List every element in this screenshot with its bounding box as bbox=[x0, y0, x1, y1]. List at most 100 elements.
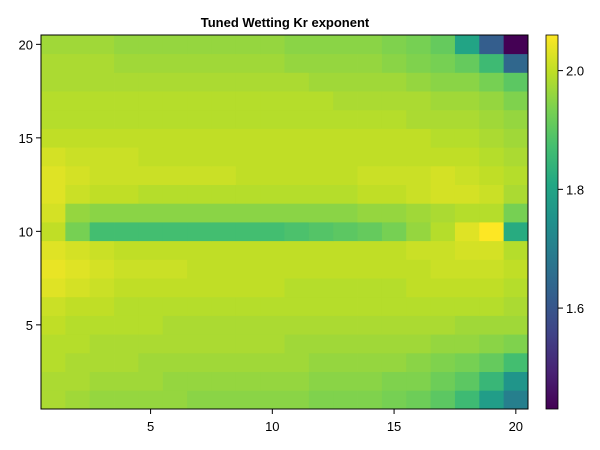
heatmap-cell bbox=[479, 372, 504, 391]
heatmap-cell bbox=[382, 35, 407, 54]
heatmap-cell bbox=[260, 72, 285, 91]
heatmap-cell bbox=[309, 297, 334, 316]
colorbar-tick-label: 1.6 bbox=[566, 301, 584, 316]
heatmap-cell bbox=[285, 353, 310, 372]
heatmap-cell bbox=[382, 372, 407, 391]
heatmap-cell bbox=[65, 129, 90, 148]
heatmap-cell bbox=[455, 259, 480, 278]
heatmap-cell bbox=[187, 241, 212, 260]
heatmap-cell bbox=[479, 203, 504, 222]
heatmap-cell bbox=[236, 353, 261, 372]
heatmap-cell bbox=[431, 278, 456, 297]
heatmap-cell bbox=[260, 353, 285, 372]
heatmap-cell bbox=[260, 91, 285, 110]
heatmap-cell bbox=[406, 372, 431, 391]
heatmap-cell bbox=[406, 203, 431, 222]
heatmap-cell bbox=[382, 259, 407, 278]
heatmap-cell bbox=[41, 241, 66, 260]
heatmap-cell bbox=[382, 316, 407, 335]
heatmap-cell bbox=[260, 185, 285, 204]
heatmap-cell bbox=[406, 91, 431, 110]
heatmap-cell bbox=[163, 297, 188, 316]
heatmap-cell bbox=[41, 259, 66, 278]
x-tick-label: 10 bbox=[265, 419, 279, 434]
heatmap-cell bbox=[431, 185, 456, 204]
heatmap-cell bbox=[114, 316, 139, 335]
heatmap-cell bbox=[236, 259, 261, 278]
heatmap-cell bbox=[65, 390, 90, 409]
heatmap-cell bbox=[65, 54, 90, 73]
heatmap-cell bbox=[406, 129, 431, 148]
heatmap-cell bbox=[260, 334, 285, 353]
heatmap-cell bbox=[41, 35, 66, 54]
heatmap-cell bbox=[455, 203, 480, 222]
heatmap-cell bbox=[65, 222, 90, 241]
heatmap-cell bbox=[163, 390, 188, 409]
heatmap-cell bbox=[455, 91, 480, 110]
heatmap-cell bbox=[455, 353, 480, 372]
heatmap-cell bbox=[187, 297, 212, 316]
heatmap-cell bbox=[211, 259, 236, 278]
heatmap-cell bbox=[163, 72, 188, 91]
heatmap-cell bbox=[309, 110, 334, 129]
heatmap-cell bbox=[431, 203, 456, 222]
heatmap-cell bbox=[41, 147, 66, 166]
heatmap-cell bbox=[285, 54, 310, 73]
heatmap-cell bbox=[41, 334, 66, 353]
heatmap-cell bbox=[211, 334, 236, 353]
heatmap-cell bbox=[333, 353, 358, 372]
heatmap-cell bbox=[382, 222, 407, 241]
heatmap-cell bbox=[260, 278, 285, 297]
heatmap-cell bbox=[479, 110, 504, 129]
heatmap-cell bbox=[455, 372, 480, 391]
heatmap-cell bbox=[333, 54, 358, 73]
heatmap-cell bbox=[163, 129, 188, 148]
heatmap-cell bbox=[333, 185, 358, 204]
heatmap-cell bbox=[431, 54, 456, 73]
heatmap-cell bbox=[358, 334, 383, 353]
heatmap-cell bbox=[211, 203, 236, 222]
heatmap-cell bbox=[309, 54, 334, 73]
heatmap-cell bbox=[138, 316, 163, 335]
heatmap-cell bbox=[504, 185, 529, 204]
heatmap-cell bbox=[236, 35, 261, 54]
heatmap-cell bbox=[479, 278, 504, 297]
heatmap-cell bbox=[90, 203, 115, 222]
heatmap-cell bbox=[114, 334, 139, 353]
heatmap-cell bbox=[187, 203, 212, 222]
heatmap-cell bbox=[455, 129, 480, 148]
heatmap-cell bbox=[285, 334, 310, 353]
heatmap-cell bbox=[431, 316, 456, 335]
heatmap-cell bbox=[65, 353, 90, 372]
heatmap-cell bbox=[90, 278, 115, 297]
x-tick-label: 15 bbox=[387, 419, 401, 434]
heatmap-cell bbox=[138, 185, 163, 204]
heatmap-cell bbox=[114, 278, 139, 297]
heatmap-cell bbox=[479, 54, 504, 73]
heatmap-cell bbox=[187, 390, 212, 409]
heatmap-cell bbox=[333, 147, 358, 166]
heatmap-cell bbox=[382, 129, 407, 148]
heatmap-cell bbox=[163, 110, 188, 129]
heatmap-cell bbox=[236, 203, 261, 222]
heatmap-cell bbox=[236, 297, 261, 316]
heatmap-cell bbox=[65, 147, 90, 166]
heatmap-cell bbox=[211, 353, 236, 372]
heatmap-cell bbox=[285, 166, 310, 185]
heatmap-cell bbox=[504, 316, 529, 335]
heatmap-cell bbox=[65, 91, 90, 110]
chart-title: Tuned Wetting Kr exponent bbox=[201, 15, 370, 30]
heatmap-cell bbox=[65, 278, 90, 297]
heatmap-cell bbox=[285, 316, 310, 335]
heatmap-cell bbox=[382, 278, 407, 297]
heatmap-cell bbox=[358, 259, 383, 278]
heatmap-cell bbox=[138, 203, 163, 222]
heatmap-cell bbox=[187, 278, 212, 297]
heatmap-cell bbox=[236, 110, 261, 129]
heatmap-cell bbox=[431, 72, 456, 91]
heatmap-cell bbox=[260, 241, 285, 260]
heatmap-cell bbox=[187, 110, 212, 129]
heatmap-cell bbox=[138, 35, 163, 54]
heatmap-cell bbox=[309, 241, 334, 260]
heatmap-cell bbox=[479, 166, 504, 185]
